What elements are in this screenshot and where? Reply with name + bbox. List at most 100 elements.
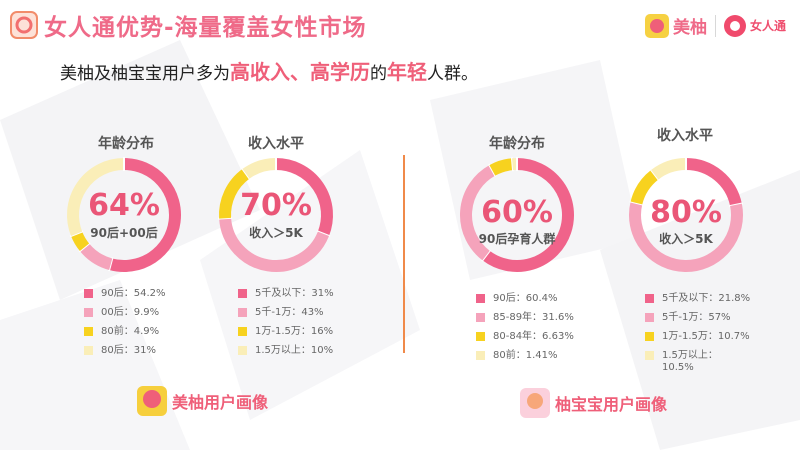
legend-label: 85-89年：31.6% bbox=[493, 312, 574, 323]
legend-swatch bbox=[84, 327, 93, 336]
donut-meiyou-income bbox=[218, 157, 333, 272]
subtitle-suffix: 人群。 bbox=[427, 64, 478, 84]
legend-label: 90后：54.2% bbox=[101, 288, 166, 299]
donut-slice-2 bbox=[219, 168, 250, 219]
center-label-youbaobao-age: 90后孕育人群 bbox=[478, 232, 556, 246]
center-value-meiyou-income: 70% bbox=[240, 188, 312, 223]
donut-slice-2 bbox=[630, 169, 659, 205]
legend-label: 5千及以下：21.8% bbox=[662, 293, 751, 304]
legend-label: 80-84年：6.63% bbox=[493, 331, 574, 342]
legend-item: 80-84年：6.63% bbox=[476, 331, 574, 350]
legend-label: 5千-1万：57% bbox=[662, 312, 731, 323]
meiyou-persona-badge: 美柚用户画像 bbox=[137, 386, 268, 416]
legend-label: 80后：31% bbox=[101, 345, 156, 356]
legend-item: 80后：31% bbox=[84, 345, 166, 364]
center-value-meiyou-age: 64% bbox=[88, 188, 160, 223]
nvrentong-logo-icon bbox=[723, 14, 746, 37]
subtitle-middle: 的 bbox=[370, 64, 387, 84]
legend-swatch bbox=[238, 346, 247, 355]
meiyou-app-icon bbox=[137, 386, 167, 416]
donut-slice-0 bbox=[685, 158, 742, 207]
donut-slice-0 bbox=[109, 158, 181, 272]
legend-item: 80前：4.9% bbox=[84, 326, 166, 345]
legend-item: 90后：54.2% bbox=[84, 288, 166, 307]
section-divider bbox=[403, 155, 405, 353]
legend-swatch bbox=[476, 351, 485, 360]
donut-slice-3 bbox=[67, 158, 125, 236]
chart-title-youbaobao-age: 年龄分布 bbox=[489, 136, 545, 152]
youbaobao-persona-label: 柚宝宝用户画像 bbox=[555, 395, 668, 414]
legend-swatch bbox=[645, 351, 654, 360]
header: 女人通优势-海量覆盖女性市场 bbox=[10, 8, 367, 42]
legend-label: 80前：4.9% bbox=[101, 326, 160, 337]
donut-slice-1 bbox=[460, 165, 496, 261]
legend-label: 90后：60.4% bbox=[493, 293, 558, 304]
legend-label: 5千-1万：43% bbox=[255, 307, 324, 318]
legend-swatch bbox=[84, 289, 93, 298]
donut-slice-3 bbox=[651, 158, 687, 180]
legend-swatch bbox=[476, 294, 485, 303]
legend-item: 1.5万以上：10.5% bbox=[645, 350, 750, 380]
logo-divider bbox=[714, 14, 716, 37]
legend-item: 85-89年：31.6% bbox=[476, 312, 574, 331]
center-value-youbaobao-age: 60% bbox=[481, 195, 553, 230]
legend-item: 80前：1.41% bbox=[476, 350, 574, 369]
legend-label: 80前：1.41% bbox=[493, 350, 558, 361]
center-label-meiyou-income: 收入＞5K bbox=[249, 226, 303, 240]
legend-item: 1万-1.5万：10.7% bbox=[645, 331, 750, 350]
center-label-youbaobao-income: 收入＞5K bbox=[659, 232, 713, 246]
legend-swatch bbox=[645, 294, 654, 303]
legend-meiyou-income: 5千及以下：31% 5千-1万：43% 1万-1.5万：16% 1.5万以上：1… bbox=[238, 288, 334, 364]
subtitle-highlight-income: 高收入、高学历 bbox=[230, 60, 370, 84]
legend-item: 1万-1.5万：16% bbox=[238, 326, 334, 345]
chart-title-meiyou-age: 年龄分布 bbox=[98, 136, 154, 152]
legend-item: 5千-1万：57% bbox=[645, 312, 750, 331]
meiyou-logo-text: 美柚 bbox=[672, 18, 707, 38]
donut-slice-1 bbox=[79, 243, 113, 271]
donut-youbaobao-income bbox=[629, 157, 744, 272]
donut-slice-0 bbox=[275, 158, 333, 236]
legend-label: 1.5万以上：10% bbox=[255, 345, 334, 356]
legend-label: 00后：9.9% bbox=[101, 307, 160, 318]
legend-swatch bbox=[645, 313, 654, 322]
donut-slice-1 bbox=[219, 217, 329, 272]
legend-label: 1万-1.5万：16% bbox=[255, 326, 334, 337]
legend-meiyou-age: 90后：54.2% 00后：9.9% 80前：4.9% 80后：31% bbox=[84, 288, 166, 364]
subtitle-prefix: 美柚及柚宝宝用户多为 bbox=[60, 64, 230, 84]
legend-youbaobao-age: 90后：60.4% 85-89年：31.6% 80-84年：6.63% 80前：… bbox=[476, 293, 574, 369]
youbaobao-persona-badge: 柚宝宝用户画像 bbox=[520, 388, 667, 418]
legend-item: 5千及以下：31% bbox=[238, 288, 334, 307]
legend-swatch bbox=[84, 308, 93, 317]
center-label-meiyou-age: 90后+00后 bbox=[90, 226, 158, 240]
legend-item: 5千及以下：21.8% bbox=[645, 293, 750, 312]
legend-label: 5千及以下：31% bbox=[255, 288, 334, 299]
donut-meiyou-age bbox=[67, 157, 181, 272]
meiyou-persona-label: 美柚用户画像 bbox=[172, 393, 269, 412]
meiyou-logo-icon bbox=[644, 13, 669, 38]
donut-slice-3 bbox=[242, 158, 277, 179]
chart-title-youbaobao-income: 收入水平 bbox=[657, 128, 713, 144]
youbaobao-app-icon bbox=[520, 388, 550, 418]
page-title: 女人通优势-海量覆盖女性市场 bbox=[44, 15, 367, 41]
title-badge-icon bbox=[10, 11, 38, 39]
legend-item: 90后：60.4% bbox=[476, 293, 574, 312]
legend-swatch bbox=[238, 289, 247, 298]
donut-slice-1 bbox=[629, 201, 743, 272]
legend-label: 1.5万以上：10.5% bbox=[662, 350, 718, 373]
donut-slice-0 bbox=[482, 158, 574, 272]
legend-swatch bbox=[238, 327, 247, 336]
legend-label: 1万-1.5万：10.7% bbox=[662, 331, 750, 342]
legend-swatch bbox=[84, 346, 93, 355]
brand-logos: 美柚 女人通 bbox=[644, 13, 786, 38]
legend-item: 1.5万以上：10% bbox=[238, 345, 334, 364]
donut-youbaobao-age bbox=[460, 157, 574, 272]
nvrentong-logo-text: 女人通 bbox=[749, 19, 786, 33]
legend-swatch bbox=[476, 332, 485, 341]
legend-swatch bbox=[238, 308, 247, 317]
donut-separator-0 bbox=[316, 230, 331, 238]
donut-separator-2 bbox=[241, 167, 251, 180]
subtitle: 美柚及柚宝宝用户多为高收入、高学历的年轻人群。 bbox=[60, 56, 478, 85]
legend-item: 00后：9.9% bbox=[84, 307, 166, 326]
legend-item: 5千-1万：43% bbox=[238, 307, 334, 326]
legend-swatch bbox=[476, 313, 485, 322]
